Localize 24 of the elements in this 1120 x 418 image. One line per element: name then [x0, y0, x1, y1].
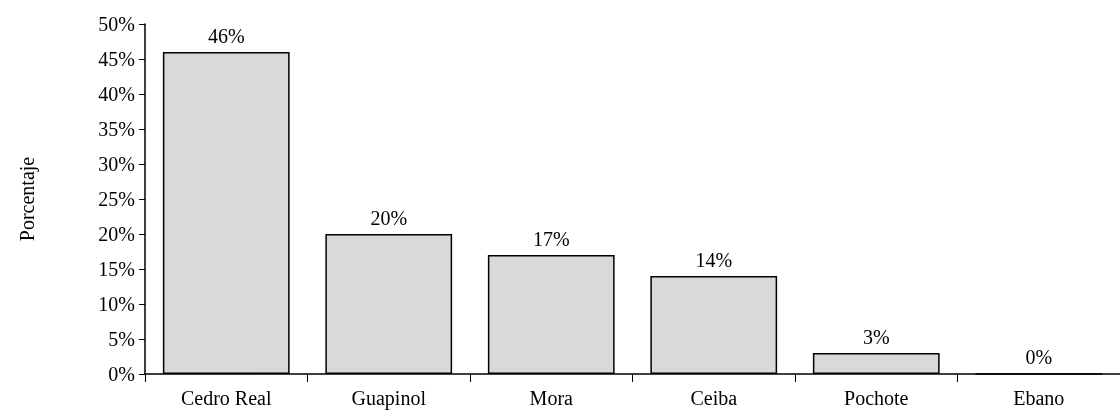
y-tick-label: 35%: [98, 118, 135, 140]
x-tick-label: Ebano: [1013, 387, 1065, 409]
data-label: 0%: [1025, 346, 1053, 369]
data-label: 46%: [207, 25, 245, 47]
y-tick-label: 0%: [108, 363, 135, 385]
y-tick-label: 10%: [98, 293, 135, 315]
y-tick-label: 15%: [98, 258, 135, 280]
y-tick-label: 5%: [108, 328, 135, 350]
y-tick-label: 25%: [98, 188, 135, 210]
y-tick-label: 30%: [98, 153, 135, 175]
data-label: 14%: [695, 249, 733, 271]
x-tick-label: Mora: [529, 387, 574, 409]
y-tick-label: 40%: [98, 83, 135, 105]
data-label: 17%: [532, 228, 570, 250]
y-axis-title: Porcentaje: [16, 156, 39, 242]
x-tick-label: Pochote: [844, 387, 909, 409]
data-label: 3%: [862, 326, 890, 348]
y-tick-label: 45%: [98, 48, 135, 70]
x-tick-label: Guapinol: [351, 387, 427, 410]
x-tick-label: Cedro Real: [180, 387, 272, 409]
data-label: 20%: [370, 207, 408, 229]
x-tick-label: Ceiba: [690, 387, 738, 409]
y-tick-label: 50%: [98, 13, 135, 35]
y-tick-label: 20%: [98, 223, 135, 245]
